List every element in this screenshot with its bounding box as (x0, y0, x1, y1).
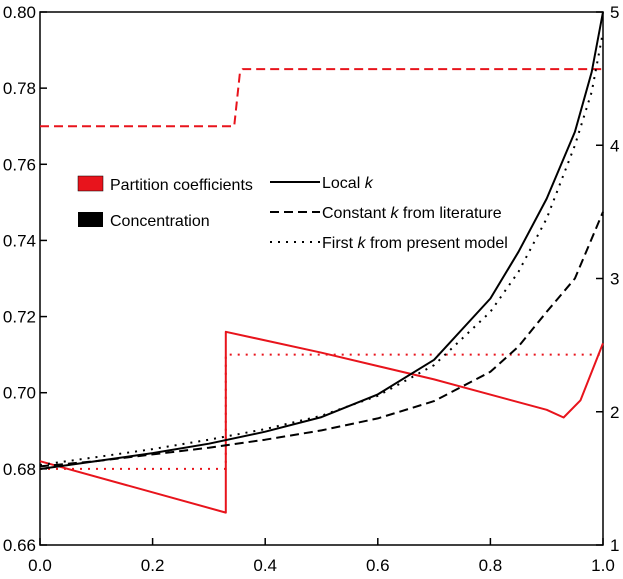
y-left-tick-label: 0.68 (3, 460, 36, 479)
y-right-tick-label: 5 (610, 3, 619, 22)
x-tick-label: 0.8 (479, 556, 503, 575)
y-left-tick-label: 0.74 (3, 231, 36, 250)
plot-frame (39, 11, 604, 546)
y-right-tick-label: 2 (610, 403, 619, 422)
series-partition-dashed-line (40, 68, 603, 128)
series-partition-solid-line (39, 330, 604, 514)
series-layer (39, 11, 604, 514)
x-tick-label: 0.2 (141, 556, 165, 575)
y-left-tick-label: 0.78 (3, 79, 36, 98)
x-tick-label: 0.0 (28, 556, 52, 575)
series-concentration-dotted-line (39, 31, 604, 466)
legend-label-concentration: Concentration (110, 213, 210, 230)
legend-label-constant-k: Constant k from literature (322, 205, 502, 222)
y-left-tick-label: 0.70 (3, 384, 36, 403)
series-concentration-dashed-line (39, 211, 604, 468)
y-left-tick-label: 0.76 (3, 155, 36, 174)
y-right-tick-label: 4 (610, 136, 619, 155)
x-tick-label: 0.4 (253, 556, 277, 575)
y-right-tick-label: 1 (610, 536, 619, 555)
legend-label-local-k: Local k (322, 175, 374, 192)
x-tick-label: 0.6 (366, 556, 390, 575)
series-partition-dotted-line (40, 353, 603, 470)
y-left-tick-label: 0.72 (3, 308, 36, 327)
legend-label-partition: Partition coefficients (110, 177, 253, 194)
ticks-layer: 0.0 0.2 0.4 0.6 0.8 1.0 0.66 0.68 0.70 0.72 0.74 0.… (3, 3, 620, 575)
y-right-tick-label: 3 (610, 270, 619, 289)
x-tick-label: 1.0 (591, 556, 615, 575)
legend-swatch-concentration (78, 212, 103, 227)
y-left-tick-label: 0.66 (3, 536, 36, 555)
legend-label-first-k: First k from present model (322, 235, 508, 252)
legend-swatch-partition (77, 175, 104, 192)
series-concentration-solid-line (39, 11, 604, 470)
y-left-tick-label: 0.80 (3, 3, 36, 22)
